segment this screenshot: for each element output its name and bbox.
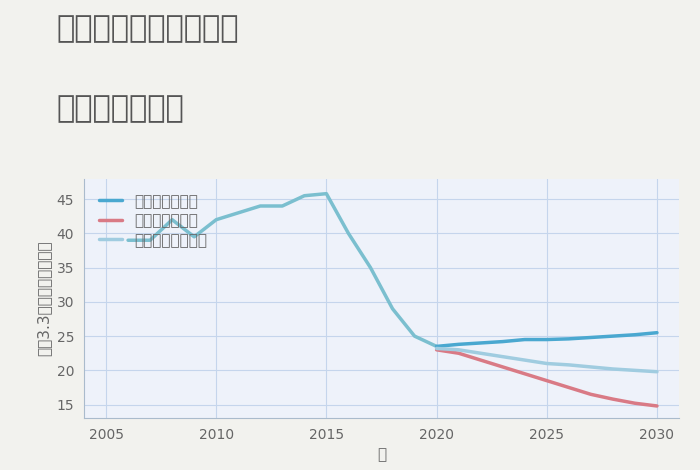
- Legend: グッドシナリオ, バッドシナリオ, ノーマルシナリオ: グッドシナリオ, バッドシナリオ, ノーマルシナリオ: [92, 186, 215, 256]
- グッドシナリオ: [542, 337, 551, 342]
- グッドシナリオ: [587, 335, 595, 340]
- グッドシナリオ: [498, 339, 507, 345]
- Y-axis label: 平（3.3㎡）単価（万円）: 平（3.3㎡）単価（万円）: [36, 241, 51, 356]
- Text: 埼玉県東松山市宮鼻の: 埼玉県東松山市宮鼻の: [56, 14, 239, 43]
- バッドシナリオ: [587, 392, 595, 397]
- バッドシナリオ: [521, 371, 529, 376]
- ノーマルシナリオ: [542, 360, 551, 366]
- ノーマルシナリオ: [454, 347, 463, 352]
- Text: 土地の価格推移: 土地の価格推移: [56, 94, 183, 123]
- ノーマルシナリオ: [521, 357, 529, 363]
- グッドシナリオ: [653, 330, 662, 336]
- ノーマルシナリオ: [609, 366, 617, 372]
- ノーマルシナリオ: [477, 351, 485, 356]
- グッドシナリオ: [631, 332, 639, 337]
- バッドシナリオ: [653, 403, 662, 409]
- バッドシナリオ: [477, 357, 485, 363]
- グッドシナリオ: [521, 337, 529, 342]
- グッドシナリオ: [609, 333, 617, 339]
- X-axis label: 年: 年: [377, 447, 386, 462]
- グッドシナリオ: [433, 344, 441, 349]
- グッドシナリオ: [454, 342, 463, 347]
- ノーマルシナリオ: [587, 364, 595, 370]
- Line: ノーマルシナリオ: ノーマルシナリオ: [437, 348, 657, 372]
- ノーマルシナリオ: [565, 362, 573, 368]
- バッドシナリオ: [565, 384, 573, 390]
- バッドシナリオ: [454, 351, 463, 356]
- Line: グッドシナリオ: グッドシナリオ: [437, 333, 657, 346]
- グッドシナリオ: [477, 340, 485, 346]
- ノーマルシナリオ: [498, 354, 507, 360]
- バッドシナリオ: [433, 347, 441, 352]
- Line: バッドシナリオ: バッドシナリオ: [437, 350, 657, 406]
- ノーマルシナリオ: [433, 345, 441, 351]
- バッドシナリオ: [498, 364, 507, 370]
- ノーマルシナリオ: [653, 369, 662, 375]
- グッドシナリオ: [565, 336, 573, 342]
- バッドシナリオ: [609, 396, 617, 402]
- バッドシナリオ: [631, 400, 639, 406]
- バッドシナリオ: [542, 378, 551, 384]
- ノーマルシナリオ: [631, 368, 639, 373]
